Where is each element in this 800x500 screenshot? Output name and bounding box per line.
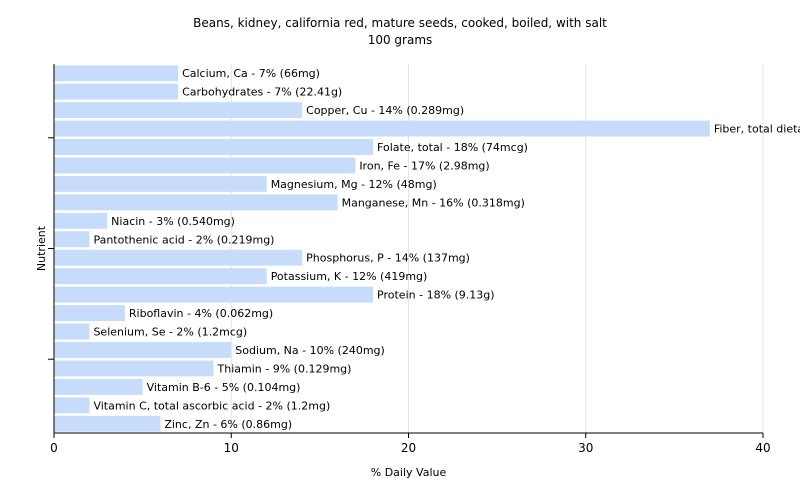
bar: [54, 286, 374, 303]
bar: [54, 268, 267, 285]
bar-label: Manganese, Mn - 16% (0.318mg): [342, 196, 525, 209]
bar-label: Protein - 18% (9.13g): [377, 289, 495, 302]
bar-label: Sodium, Na - 10% (240mg): [235, 344, 385, 357]
bar-label: Copper, Cu - 14% (0.289mg): [306, 104, 464, 117]
bar-label: Vitamin B-6 - 5% (0.104mg): [147, 381, 301, 394]
bar: [54, 83, 179, 100]
x-tick-label: 10: [224, 441, 239, 455]
bar: [54, 323, 90, 340]
bar: [54, 212, 108, 229]
x-axis-title: % Daily Value: [371, 466, 447, 479]
bar-label: Pantothenic acid - 2% (0.219mg): [93, 233, 274, 246]
bar-label: Phosphorus, P - 14% (137mg): [306, 252, 470, 265]
bar: [54, 249, 303, 266]
bar: [54, 378, 143, 395]
bar: [54, 65, 179, 82]
chart-subtitle: 100 grams: [367, 33, 433, 47]
x-tick-label: 30: [578, 441, 593, 455]
bar: [54, 231, 90, 248]
bar-label: Potassium, K - 12% (419mg): [271, 270, 428, 283]
bar: [54, 360, 214, 377]
bar: [54, 305, 125, 322]
bar-label: Fiber, total dietary - 37% (9.3g): [714, 123, 800, 136]
bar: [54, 342, 232, 358]
bar: [54, 175, 267, 192]
bar-label: Selenium, Se - 2% (1.2mcg): [93, 326, 247, 339]
bar-label: Iron, Fe - 17% (2.98mg): [359, 159, 489, 172]
bar-label: Niacin - 3% (0.540mg): [111, 215, 235, 228]
y-axis-title: Nutrient: [35, 225, 48, 271]
bar-label: Magnesium, Mg - 12% (48mg): [271, 178, 437, 191]
x-tick-label: 20: [401, 441, 416, 455]
bar: [54, 139, 374, 155]
bar: [54, 415, 161, 432]
chart-title: Beans, kidney, california red, mature se…: [193, 16, 607, 30]
bar: [54, 157, 356, 174]
bar: [54, 120, 710, 137]
bar-label: Carbohydrates - 7% (22.41g): [182, 86, 342, 99]
x-tick-label: 0: [50, 441, 58, 455]
bar-label: Riboflavin - 4% (0.062mg): [129, 307, 273, 320]
bar: [54, 102, 303, 119]
bar-label: Folate, total - 18% (74mcg): [377, 141, 528, 154]
x-tick-label: 40: [755, 441, 770, 455]
bar: [54, 397, 90, 414]
bar: [54, 194, 338, 211]
bar-label: Zinc, Zn - 6% (0.86mg): [164, 418, 292, 431]
bar-label: Calcium, Ca - 7% (66mg): [182, 67, 320, 80]
bar-label: Thiamin - 9% (0.129mg): [217, 362, 352, 375]
bar-label: Vitamin C, total ascorbic acid - 2% (1.2…: [93, 399, 330, 412]
